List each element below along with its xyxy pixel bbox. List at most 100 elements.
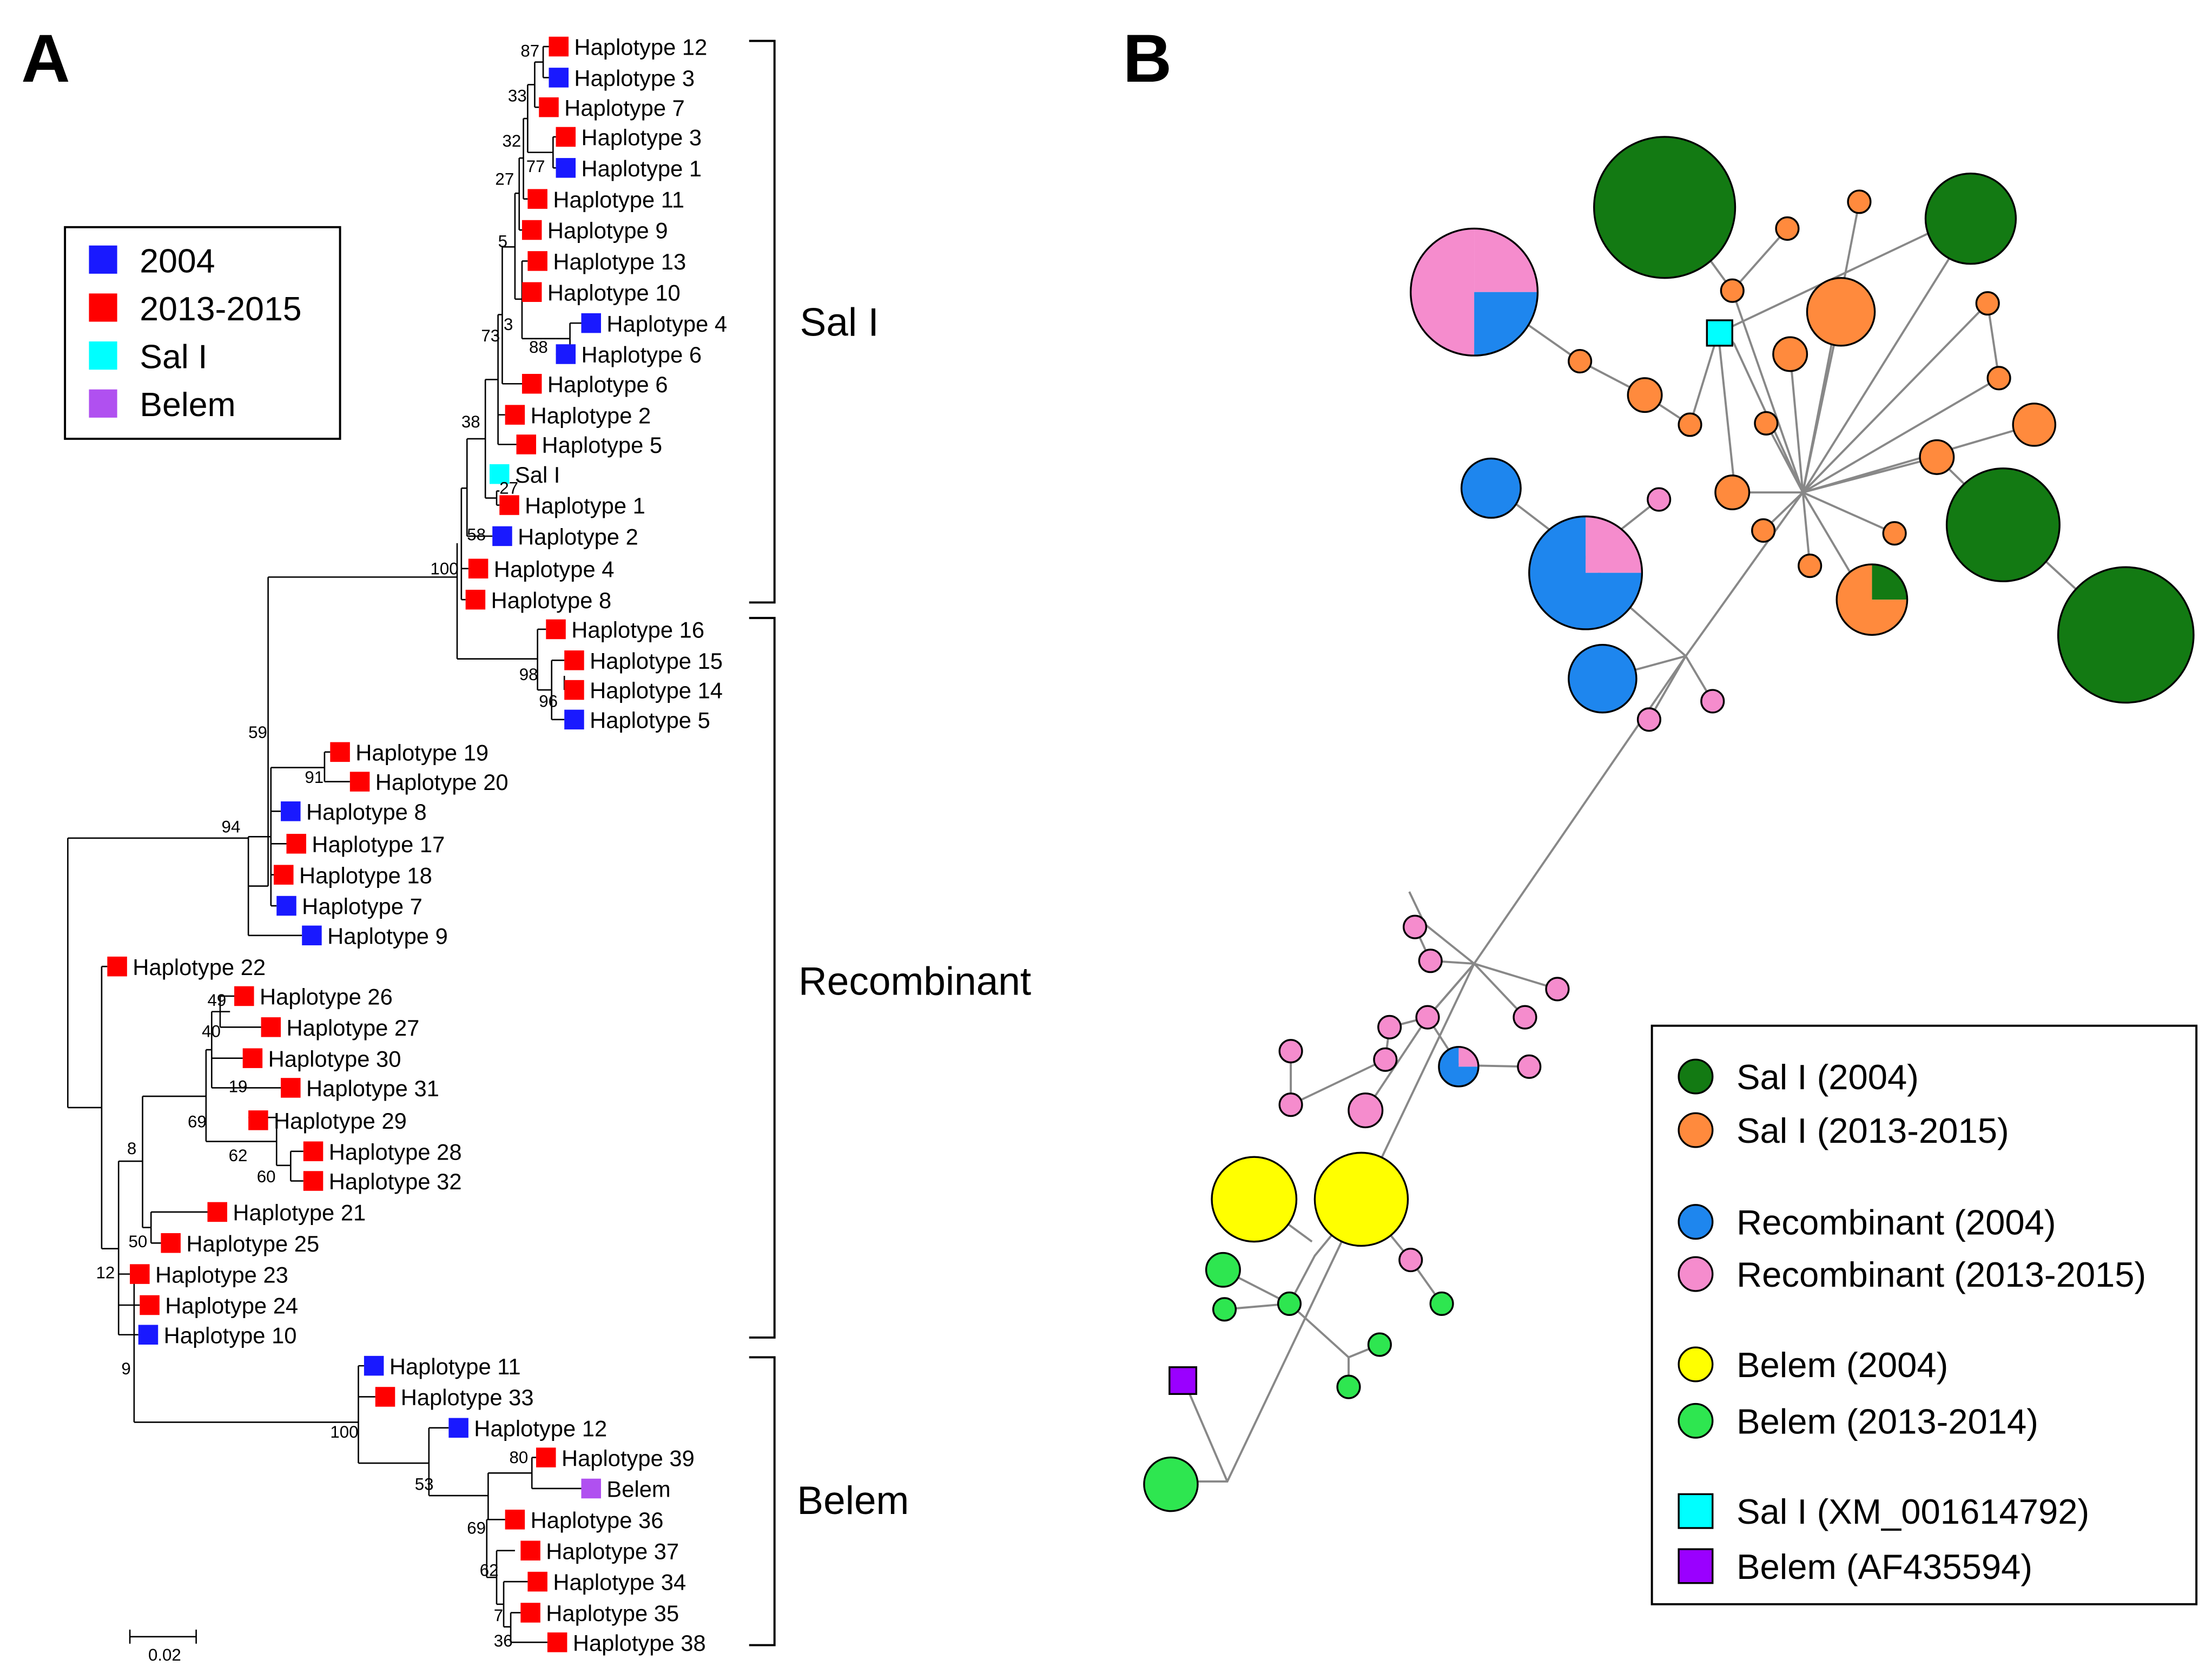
bootstrap-value: 12 (96, 1263, 115, 1282)
tree-tip: Belem (581, 1477, 671, 1502)
tip-marker (556, 344, 576, 364)
tip-label: Haplotype 11 (553, 187, 684, 212)
bootstrap-value: 77 (526, 157, 545, 176)
haplotype-node (1336, 1374, 1361, 1399)
bootstrap-value: 60 (257, 1167, 276, 1186)
mixed-node-rec (1528, 515, 1643, 630)
haplotype-node (1278, 1092, 1303, 1117)
tip-label: Haplotype 32 (329, 1169, 462, 1194)
tip-marker (516, 434, 537, 455)
tip-marker (581, 313, 601, 333)
scale-bar (129, 1629, 197, 1644)
tip-label: Haplotype 6 (581, 342, 702, 367)
network-legend-item: Recombinant (2004) (1678, 1203, 2056, 1242)
haplotype-node (1403, 914, 1428, 939)
tip-label: Haplotype 6 (547, 372, 668, 397)
legend-swatch (1678, 1204, 1714, 1240)
haplotype-node (1806, 276, 1876, 347)
tip-label: Haplotype 22 (133, 954, 266, 980)
network-legend-item: Sal I (2013-2015) (1678, 1111, 2009, 1150)
tree-tip: Haplotype 22 (107, 954, 266, 980)
haplotype-node (1720, 278, 1745, 303)
tip-label: Haplotype 7 (302, 894, 422, 919)
tip-marker (489, 464, 510, 484)
tip-marker (539, 97, 559, 117)
bootstrap-value: 58 (467, 525, 486, 544)
legend-label: Belem (2013-2014) (1736, 1401, 2038, 1441)
legend-swatch (1678, 1403, 1714, 1439)
network-legend-item: Belem (AF435594) (1678, 1547, 2032, 1586)
tip-label: Haplotype 21 (233, 1200, 366, 1226)
haplotype-node (1377, 1015, 1402, 1039)
tree-legend-item: 2013-2015 (89, 290, 302, 328)
clade-label-belem: Belem (797, 1479, 909, 1523)
haplotype-node (1211, 1156, 1298, 1243)
tree-tip: Haplotype 38 (547, 1630, 706, 1656)
bootstrap-value: 36 (494, 1631, 513, 1650)
bootstrap-values: 8733327727538873382758100989659919449401… (96, 41, 558, 1650)
bracket-belem (749, 1356, 776, 1647)
haplotype-node (1367, 1332, 1392, 1357)
bootstrap-value: 62 (229, 1146, 248, 1165)
legend-label: Sal I (2004) (1736, 1057, 1919, 1097)
tree-tip: Haplotype 16 (546, 617, 704, 643)
tip-label: Haplotype 12 (574, 35, 707, 60)
tree-tip: Haplotype 27 (261, 1015, 419, 1041)
legend-swatch (1678, 1493, 1714, 1529)
tip-label: Haplotype 19 (355, 740, 488, 765)
tree-tip: Haplotype 11 (527, 187, 684, 212)
pie-slice (1837, 564, 1907, 635)
pie-slice (1872, 564, 1907, 600)
tree-tip: Haplotype 13 (527, 249, 686, 274)
legend-label: Sal I (XM_001614792) (1736, 1492, 2089, 1531)
mixed-node-sal (1835, 563, 1909, 636)
network-legend-item: Sal I (2004) (1678, 1057, 1919, 1097)
haplotype-node (1775, 216, 1800, 241)
tip-marker (261, 1017, 281, 1037)
tip-marker (564, 680, 584, 700)
haplotype-node (1373, 1047, 1398, 1072)
bootstrap-value: 27 (495, 170, 514, 189)
tree-tip: Haplotype 2 (492, 524, 638, 550)
bootstrap-value: 88 (529, 338, 548, 357)
bootstrap-value: 49 (207, 991, 226, 1010)
tip-label: Haplotype 15 (590, 648, 723, 674)
tip-label: Haplotype 7 (564, 95, 685, 121)
tree-tip: Haplotype 29 (248, 1108, 407, 1134)
bootstrap-value: 59 (248, 723, 267, 742)
tip-marker (521, 374, 542, 394)
haplotype-node (1647, 487, 1672, 512)
tip-label: Haplotype 9 (547, 218, 668, 243)
tip-marker (505, 405, 525, 425)
bootstrap-value: 32 (502, 131, 521, 150)
mixed-node-rec-small (1438, 1046, 1480, 1088)
network-legend-item: Recombinant (2013-2015) (1678, 1255, 2146, 1294)
tip-marker (161, 1233, 181, 1253)
tip-marker (505, 1510, 525, 1530)
tree-tip: Haplotype 21 (207, 1200, 366, 1226)
tip-label: Haplotype 38 (573, 1630, 706, 1656)
tree-tip: Haplotype 37 (520, 1538, 679, 1564)
haplotype-node (1945, 468, 2061, 583)
tree-tip: Haplotype 8 (465, 588, 611, 613)
tree-tip: Haplotype 23 (130, 1262, 288, 1287)
pie-slice (1438, 1046, 1478, 1087)
tip-label: Haplotype 4 (606, 311, 727, 337)
tree-tip: Haplotype 6 (521, 372, 668, 397)
tip-marker (549, 36, 569, 57)
haplotype-network (1143, 136, 2195, 1512)
tip-marker (303, 1171, 323, 1191)
bootstrap-value: 96 (539, 692, 558, 710)
reference-belem-node (1168, 1366, 1198, 1395)
haplotype-node (1513, 1005, 1537, 1030)
tip-marker (303, 1141, 323, 1162)
tree-tip: Haplotype 15 (564, 648, 723, 674)
tip-marker (556, 127, 576, 147)
tree-tip: Haplotype 2 (505, 403, 651, 428)
tip-label: Haplotype 8 (306, 799, 427, 825)
tree-tip: Haplotype 5 (564, 708, 710, 733)
tip-label: Haplotype 1 (525, 493, 645, 518)
tip-marker (499, 495, 519, 515)
haplotype-node (1415, 1005, 1440, 1030)
